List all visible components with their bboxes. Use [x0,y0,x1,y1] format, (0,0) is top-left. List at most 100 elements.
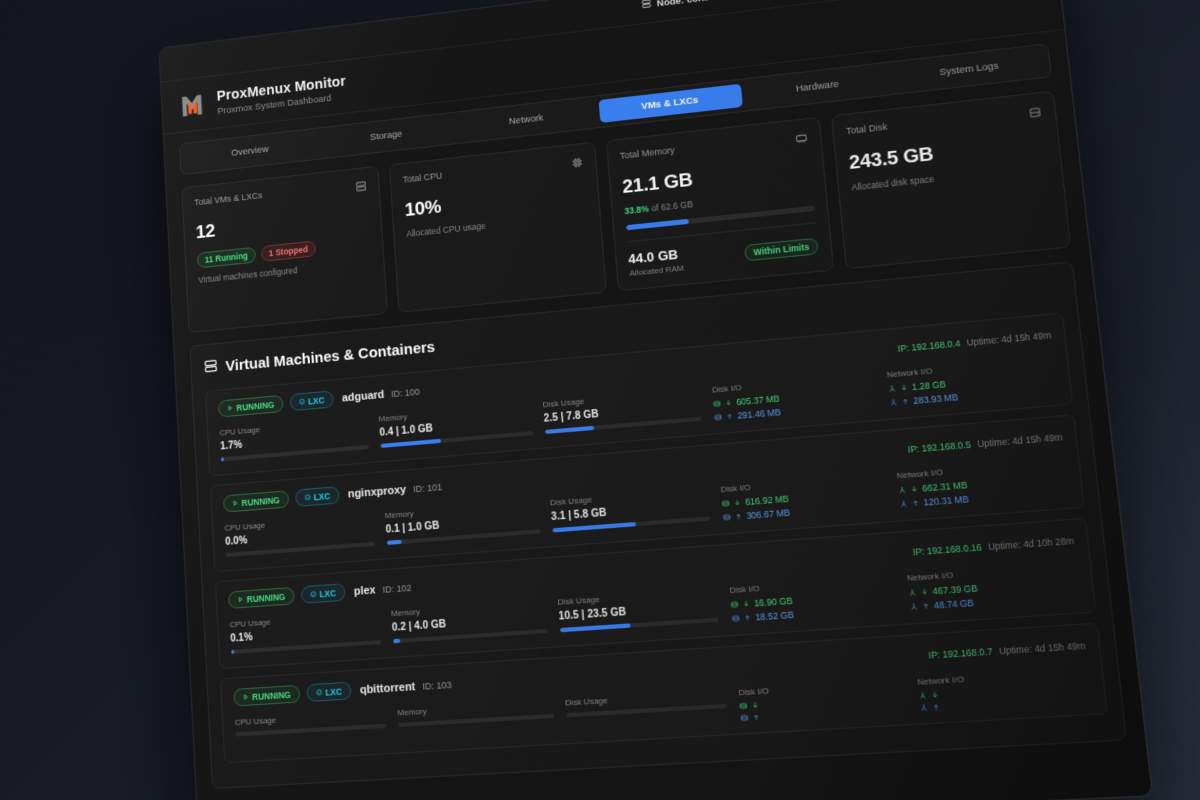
vm-type-badge: LXC [294,486,340,507]
vm-name: qbittorrent [359,680,416,697]
hard-drive-icon [730,600,739,609]
vm-id: ID: 100 [390,386,421,399]
play-icon [237,596,244,604]
network-icon [908,588,918,597]
vm-type-badge: LXC [305,681,352,703]
vm-network-meta: IP: 192.168.0.7 Uptime: 4d 15h 49m [928,640,1086,661]
network-io-up-value: 283.93 MB [912,391,959,407]
vm-metric-memory: Memory 0.2 | 4.0 GB [391,598,548,646]
container-icon [304,494,311,502]
within-limits-badge: Within Limits [744,237,819,262]
vm-status-badge: RUNNING [217,394,284,418]
vm-name: adguard [341,388,385,405]
hard-drive-icon [732,614,741,623]
hard-drive-icon [739,701,748,710]
vm-status-label: RUNNING [236,399,275,413]
status-badge-stopped: 1 Stopped [260,240,317,262]
vm-metric-disk-io: Disk I/O 16.90 GB 18.52 GB [729,574,897,624]
vm-uptime: Uptime: 4d 15h 49m [976,431,1063,449]
vm-id: ID: 101 [412,481,443,494]
network-icon [898,485,908,494]
stat-card-label: Total VMs & LXCs [193,190,263,208]
vm-metric-network-io: Network I/O 662.31 MB 120.31 MB [896,458,1069,510]
vm-network-meta: IP: 192.168.0.16 Uptime: 4d 10h 28m [912,535,1074,557]
container-icon [315,689,322,697]
network-icon [899,499,909,508]
stat-card-total-vms-lxcs: Total VMs & LXCs 12 11 Running 1 Stopped Vir… [181,165,389,334]
vm-name: nginxproxy [347,483,407,501]
status-badge-running: 11 Running [196,246,256,269]
app-title-block: ProxMenux Monitor Proxmox System Dashboa… [216,73,347,116]
vm-status-label: RUNNING [246,591,286,605]
vm-ip-address: IP: 192.168.0.4 [897,337,961,354]
hard-drive-icon [722,499,731,508]
network-io-down-value: 1.28 GB [911,378,947,393]
vm-metric-cpu: CPU Usage 0.1% [229,610,382,657]
disk-io-write-value: 306.67 MB [745,507,791,522]
vm-status-label: RUNNING [241,494,281,508]
server-stack-icon [355,179,368,198]
vm-metric-cpu: CPU Usage [235,709,388,751]
network-icon [889,398,898,407]
vm-metric-disk-io: Disk I/O 605.37 MB 291.46 MB [712,371,877,423]
vm-name: plex [353,583,376,598]
vm-type-label: LXC [319,587,337,599]
hard-drive-icon [714,413,723,422]
vm-uptime: Uptime: 4d 15h 49m [966,329,1052,348]
play-icon [232,499,239,507]
vm-metric-disk: Disk Usage 2.5 | 7.8 GB [542,386,703,437]
vm-uptime: Uptime: 4d 15h 49m [998,639,1086,656]
vm-metric-memory: Memory 0.4 | 1.0 GB [378,401,533,451]
server-stack-icon [203,358,218,378]
vm-identity: RUNNING LXC plex ID: 102 [227,578,412,609]
stat-card-total-memory: Total Memory 21.1 GB 33.8% of 62.6 GB 44.0 … [605,116,834,292]
vm-rows: RUNNING LXC adguard ID: 100 IP: 192.168.0.4 U… [204,312,1108,764]
vm-ip-address: IP: 192.168.0.7 [927,645,993,661]
vm-metric-cpu: CPU Usage 0.0% [224,512,375,560]
vm-list-panel: Virtual Machines & Containers RUNNING LXC… [189,261,1128,789]
play-icon [242,693,249,701]
disk-io-read-value: 616.92 MB [744,493,790,508]
app-header: ProxMenux Monitor Proxmox System Dashboa… [161,0,1065,135]
app-window: Node: constructor Healthy Uptime: 5 days… [158,0,1154,800]
disk-io-read-value: 605.37 MB [735,393,781,408]
hard-drive-icon [1028,105,1043,125]
stat-card-total-disk: Total Disk 243.5 GB Allocated disk space [830,90,1072,270]
disk-io-read-value: 16.90 GB [753,595,793,609]
node-info: Node: constructor [641,0,741,12]
vm-type-badge: LXC [289,390,334,412]
vm-type-label: LXC [324,685,343,698]
vm-status-badge: RUNNING [233,684,301,707]
vm-uptime: Uptime: 4d 10h 28m [987,534,1075,552]
vm-identity: RUNNING LXC nginxproxy ID: 101 [222,478,443,513]
node-label: Node: constructor [656,0,741,9]
memory-stick-icon [794,130,808,150]
vm-metric-disk: Disk Usage 10.5 | 23.5 GB [557,586,720,635]
hard-drive-icon [740,713,749,722]
vm-metric-network-io: Network I/O 1.28 GB 283.93 MB [886,355,1057,408]
cpu-chip-icon [570,155,583,174]
vm-network-meta: IP: 192.168.0.4 Uptime: 4d 15h 49m [897,329,1051,353]
vm-type-label: LXC [313,490,331,502]
stat-card-label: Total Memory [619,144,676,161]
network-icon [888,384,897,393]
vm-metric-memory: Memory [397,699,555,742]
vm-metric-disk-io: Disk I/O [738,678,907,723]
play-icon [227,404,234,412]
vm-ip-address: IP: 192.168.0.16 [912,541,983,557]
vm-id: ID: 103 [422,678,453,692]
vm-status-label: RUNNING [251,688,292,702]
network-io-up-value: 120.31 MB [922,493,970,508]
network-io-down-value: 662.31 MB [921,479,968,494]
vm-metric-network-io: Network I/O [917,667,1092,713]
container-icon [298,398,305,406]
network-icon [918,691,928,700]
network-io-down-value: 467.39 GB [931,582,978,597]
vm-metric-memory: Memory 0.1 | 1.0 GB [385,499,541,548]
vm-status-badge: RUNNING [222,490,289,513]
vm-metric-disk: Disk Usage [565,689,728,733]
server-icon [641,0,652,12]
vm-ip-address: IP: 192.168.0.5 [907,438,972,455]
network-icon [919,703,929,712]
stat-card-total-cpu: Total CPU 10% Allocated CPU usage [389,141,607,313]
